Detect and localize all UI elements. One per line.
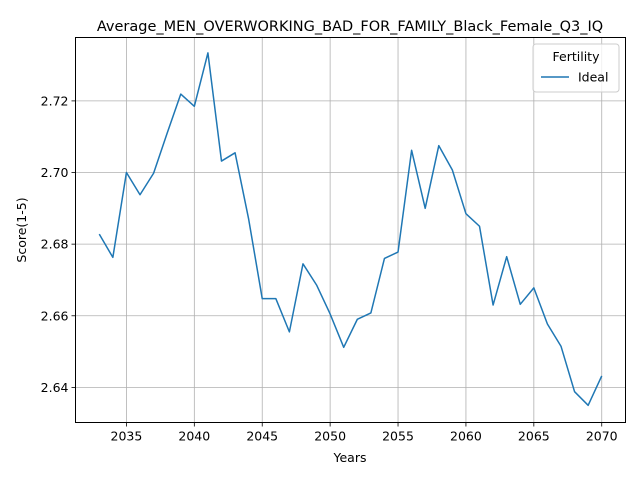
legend: Fertility Ideal [532,43,620,93]
x-tick-label: 2035 [111,429,143,444]
x-tick-label: 2055 [382,429,414,444]
series-line-ideal [98,52,603,407]
x-tick-label: 2050 [314,429,346,444]
x-axis-label: Years [333,450,367,465]
plot-frame [75,37,626,423]
y-tick-label: 2.64 [41,380,69,395]
legend-title: Fertility [553,49,601,64]
y-tick-label: 2.68 [41,237,69,252]
y-tick-label: 2.66 [41,308,69,323]
y-tick-label: 2.70 [41,165,69,180]
legend-label-ideal: Ideal [578,70,608,85]
x-tick-label: 2040 [178,429,210,444]
x-tick-label: 2045 [246,429,278,444]
y-axis-label: Score(1-5) [14,197,29,262]
y-tick-label: 2.72 [41,93,69,108]
legend-box [532,43,620,93]
series-lines [98,52,603,407]
x-tick-label: 2065 [518,429,550,444]
x-tick-label: 2070 [586,429,618,444]
x-axis-ticks: 2035 2040 2045 2050 2055 2060 2065 2070 [111,422,618,444]
chart-title: Average_MEN_OVERWORKING_BAD_FOR_FAMILY_B… [97,19,603,35]
y-axis-ticks: 2.64 2.66 2.68 2.70 2.72 [41,93,76,395]
grid-lines [75,37,626,423]
x-tick-label: 2060 [450,429,482,444]
